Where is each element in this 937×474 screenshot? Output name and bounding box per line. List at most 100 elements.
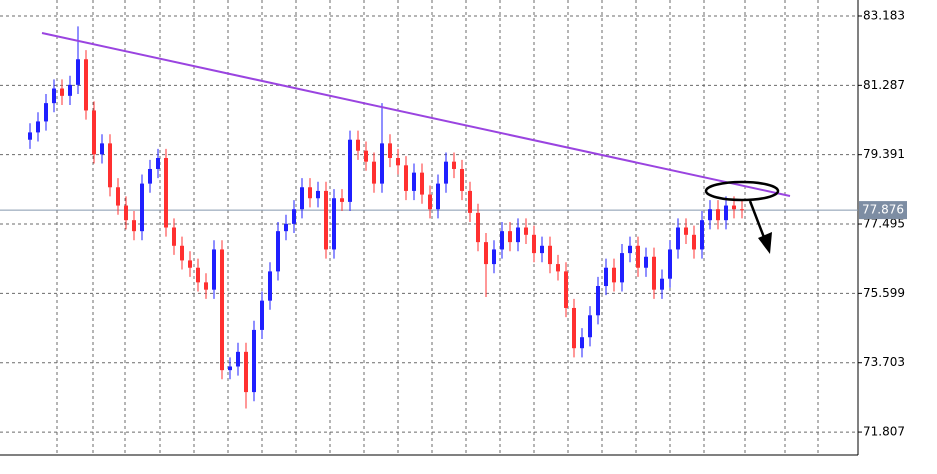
candle-body xyxy=(76,59,80,85)
candle-body xyxy=(132,220,136,232)
candle-body xyxy=(396,158,400,166)
candle-body xyxy=(492,249,496,265)
candle-body xyxy=(268,271,272,301)
candle-body xyxy=(412,172,416,191)
candle-body xyxy=(516,227,520,243)
candle-body xyxy=(476,212,480,243)
candle-body xyxy=(188,260,192,268)
candle-body xyxy=(108,143,112,188)
candle-body xyxy=(692,234,696,250)
candle-body xyxy=(364,150,368,162)
y-tick-label: 71.807 xyxy=(863,425,905,439)
candle-body xyxy=(524,227,528,235)
candle-body xyxy=(700,220,704,250)
candle-body xyxy=(220,249,224,371)
last-price-box xyxy=(859,201,907,220)
candle-body xyxy=(196,267,200,283)
candle-body xyxy=(372,161,376,184)
candle-body xyxy=(540,245,544,254)
candle-body xyxy=(148,168,152,184)
candle-body xyxy=(548,245,552,265)
candle-body xyxy=(92,110,96,155)
candle-body xyxy=(532,234,536,254)
candle-body xyxy=(84,59,88,111)
candle-body xyxy=(660,278,664,290)
y-tick-label: 79.391 xyxy=(863,147,905,161)
candle-body xyxy=(580,337,584,349)
candle-body xyxy=(460,168,464,191)
candle-body xyxy=(60,88,64,96)
candle-body xyxy=(260,300,264,330)
candle-body xyxy=(204,282,208,290)
y-tick-label: 73.703 xyxy=(863,355,905,369)
candle-body xyxy=(572,307,576,349)
candle-body xyxy=(612,267,616,283)
candle-body xyxy=(468,190,472,213)
candle-body xyxy=(508,231,512,243)
candle-body xyxy=(292,209,296,224)
candle-body xyxy=(124,205,128,221)
arrow-head xyxy=(758,232,772,254)
candle-body xyxy=(588,315,592,338)
candle-body xyxy=(228,366,232,371)
candle-body xyxy=(236,351,240,367)
candle-body xyxy=(300,187,304,210)
candle-body xyxy=(652,256,656,290)
candle-body xyxy=(724,205,728,221)
candle-body xyxy=(716,209,720,221)
candle-body xyxy=(732,205,736,210)
candle-body xyxy=(348,139,352,202)
candle-body xyxy=(404,165,408,191)
candle-body xyxy=(324,190,328,250)
candle-body xyxy=(500,231,504,250)
trendline xyxy=(41,32,791,197)
y-tick-label: 77.495 xyxy=(863,217,905,231)
candle-body xyxy=(620,253,624,283)
candle-body xyxy=(164,158,168,228)
candle-body xyxy=(156,158,160,169)
candle-body xyxy=(276,231,280,272)
candle-body xyxy=(340,198,344,202)
candle-body xyxy=(172,227,176,246)
candle-body xyxy=(636,245,640,268)
candle-body xyxy=(444,161,448,184)
candle-body xyxy=(628,245,632,254)
candle-body xyxy=(596,286,600,316)
candle-body xyxy=(668,249,672,279)
candle-body xyxy=(308,187,312,199)
candle-body xyxy=(140,183,144,232)
candle-body xyxy=(100,143,104,155)
candle-body xyxy=(180,245,184,261)
candle-body xyxy=(380,143,384,184)
candle-body xyxy=(644,256,648,268)
candle-body xyxy=(484,242,488,265)
candle-body xyxy=(316,190,320,199)
candle-body xyxy=(244,351,248,393)
candle-body xyxy=(332,198,336,250)
candle-body xyxy=(452,161,456,169)
candle-body xyxy=(212,249,216,290)
y-tick-label: 81.287 xyxy=(863,78,905,92)
candle-body xyxy=(564,271,568,308)
candle-body xyxy=(52,88,56,104)
highlight-ellipse xyxy=(704,180,780,202)
candle-body xyxy=(676,227,680,250)
candle-body xyxy=(604,267,608,287)
candle-body xyxy=(28,132,32,140)
candle-body xyxy=(428,194,432,210)
candle-body xyxy=(388,143,392,159)
candle-body xyxy=(252,329,256,393)
y-tick-label: 83.183 xyxy=(863,8,905,22)
candle-body xyxy=(284,223,288,232)
candle-body xyxy=(116,187,120,206)
candle-body xyxy=(68,84,72,96)
last-price-label: 77.876 xyxy=(862,203,904,217)
candle-body xyxy=(44,103,48,122)
candle-body xyxy=(356,139,360,151)
candle-body xyxy=(684,227,688,235)
candle-body xyxy=(436,183,440,210)
candle-body xyxy=(36,121,40,133)
